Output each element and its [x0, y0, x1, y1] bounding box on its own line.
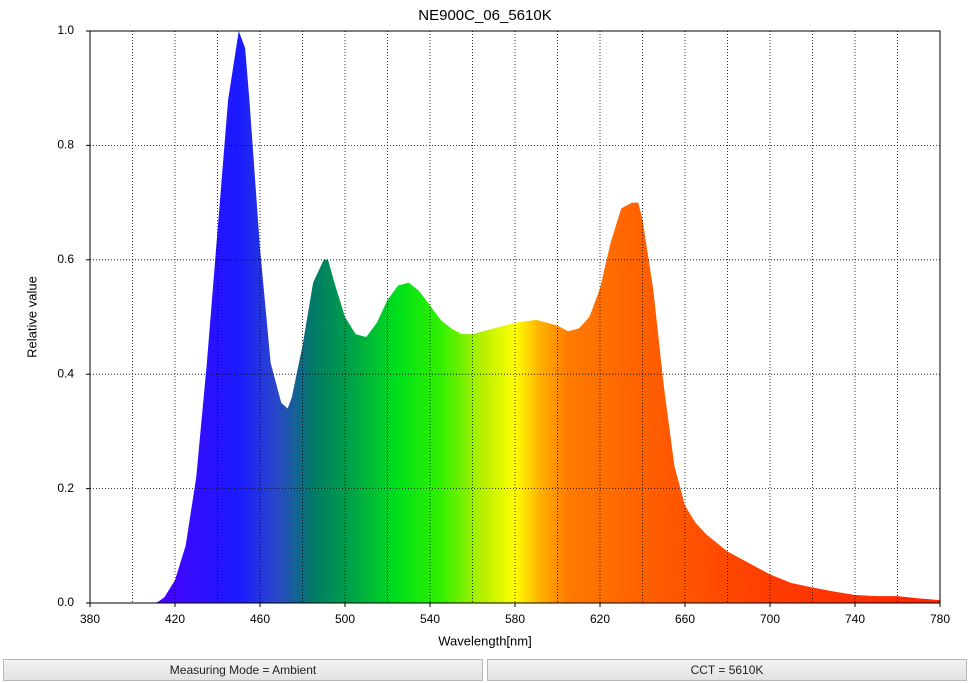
y-tick-label: 0.0 — [57, 595, 74, 609]
chart-title: NE900C_06_5610K — [418, 7, 551, 24]
x-tick-label: 500 — [335, 612, 355, 626]
x-tick-label: 620 — [590, 612, 610, 626]
y-tick-label: 0.4 — [57, 366, 74, 380]
x-tick-label: 580 — [505, 612, 525, 626]
x-tick-label: 460 — [250, 612, 270, 626]
y-tick-label: 0.2 — [57, 481, 74, 495]
y-tick-label: 0.8 — [57, 138, 74, 152]
y-tick-label: 0.6 — [57, 252, 74, 266]
x-axis-label: Wavelength[nm] — [438, 633, 531, 648]
x-tick-label: 740 — [845, 612, 865, 626]
x-tick-label: 420 — [165, 612, 185, 626]
x-tick-label: 380 — [80, 612, 100, 626]
x-tick-label: 660 — [675, 612, 695, 626]
y-axis-label: Relative value — [24, 276, 39, 358]
x-tick-label: 700 — [760, 612, 780, 626]
status-mode: Measuring Mode = Ambient — [3, 659, 483, 681]
x-tick-label: 780 — [930, 612, 950, 626]
x-tick-label: 540 — [420, 612, 440, 626]
y-tick-label: 1.0 — [57, 23, 74, 37]
chart: NE900C_06_5610K Wavelength[nm] Relative … — [24, 7, 950, 648]
status-cct: CCT = 5610K — [487, 659, 967, 681]
